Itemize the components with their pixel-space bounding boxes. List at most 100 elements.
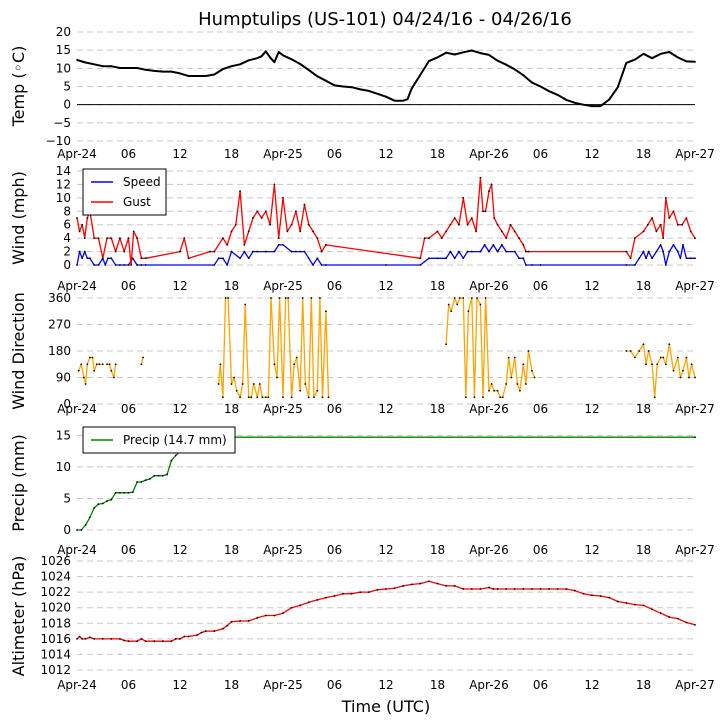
speed-point: [93, 264, 96, 266]
gust-point: [277, 237, 280, 240]
wind-direction-point: [106, 363, 108, 366]
y-tick-label: 0: [63, 523, 71, 537]
gust-point: [655, 230, 658, 233]
altimeter-point: [367, 591, 370, 594]
altimeter-point: [565, 588, 568, 590]
y-tick-label: 360: [48, 291, 71, 305]
panel-temperature: −10 −5 0 5 10 15 20 Apr-24 06 12 18 Apr-25 06 12 18 Apr…: [9, 25, 715, 161]
precip-14-7-mm-point: [106, 500, 108, 502]
altimeter-point: [273, 614, 276, 617]
gust-point: [484, 210, 487, 213]
temp-point: [204, 75, 207, 77]
wind-direction-point: [668, 343, 671, 346]
speed-point: [488, 250, 490, 253]
wind-direction-point: [450, 310, 453, 313]
x-tick-label: 18: [430, 543, 445, 557]
gust-point: [436, 230, 439, 233]
speed-point: [462, 257, 465, 260]
temp-point: [239, 63, 241, 66]
legend-label: Gust: [123, 195, 151, 209]
gust-point: [123, 250, 126, 253]
speed-point: [136, 264, 138, 266]
altimeter-point: [642, 604, 645, 607]
speed-point: [256, 250, 259, 253]
x-tick-label: 18: [224, 402, 239, 416]
y-tick-label: 10: [56, 460, 71, 474]
x-tick-label: 18: [430, 678, 445, 692]
y-tick-label: 270: [48, 318, 71, 332]
x-tick-label: 18: [636, 678, 651, 692]
wind-direction-point: [278, 297, 281, 299]
temp-point: [582, 103, 585, 106]
y-tick-label: 8: [63, 204, 71, 218]
speed-point: [458, 250, 460, 253]
temp-point: [277, 51, 280, 53]
x-tick-label: Apr-27: [675, 147, 715, 161]
temp-point: [651, 57, 653, 60]
speed-point: [320, 264, 323, 266]
temp-point: [436, 56, 439, 59]
wind-direction-point: [319, 297, 321, 299]
temp-point: [299, 63, 302, 65]
x-tick-label: Apr-27: [675, 543, 715, 557]
precip-14-7-mm-point: [144, 479, 147, 482]
y-tick-label: 1016: [40, 632, 71, 646]
wind-direction-point: [651, 363, 653, 366]
x-tick-label: 12: [172, 147, 187, 161]
temp-point: [393, 99, 396, 102]
x-tick-label: 12: [584, 147, 599, 161]
wind-direction-point: [222, 396, 224, 399]
x-tick-label: 06: [327, 279, 342, 293]
altimeter-point: [402, 585, 405, 587]
wind-direction-point: [140, 363, 143, 366]
x-tick-label: 06: [121, 543, 136, 557]
speed-point: [625, 264, 628, 266]
wind-direction-point: [470, 297, 473, 299]
wind-direction-line: [140, 357, 144, 365]
y-axis-label: Wind Direction: [9, 292, 28, 410]
temp-point: [359, 88, 362, 91]
altimeter-point: [136, 640, 138, 643]
temp-point: [462, 51, 465, 54]
temp-point: [282, 54, 284, 57]
gust-point: [325, 243, 327, 246]
wind-direction-point: [453, 297, 456, 299]
wind-direction-point: [482, 396, 484, 399]
wind-direction-point: [467, 310, 470, 313]
speed-point: [239, 257, 241, 260]
altimeter-point: [625, 602, 628, 604]
wind-direction-point: [301, 297, 304, 299]
gust-point: [505, 237, 508, 240]
wind-direction-line: [445, 297, 536, 398]
x-tick-label: 12: [378, 402, 393, 416]
x-tick-label: 18: [224, 147, 239, 161]
temp-point: [659, 52, 662, 55]
wind-direction-point: [488, 389, 490, 392]
gust-point: [290, 223, 293, 226]
wind-direction-point: [642, 343, 645, 346]
wind-direction-point: [458, 297, 461, 299]
speed-point: [518, 257, 520, 260]
x-tick-label: 18: [636, 402, 651, 416]
x-tick-label: 12: [172, 678, 187, 692]
altimeter-point: [350, 592, 353, 595]
altimeter-point: [385, 588, 387, 590]
speed-point: [325, 264, 327, 266]
temp-point: [350, 86, 353, 89]
speed-point: [655, 250, 658, 253]
y-tick-label: 10: [56, 61, 71, 75]
gust-point: [423, 237, 426, 240]
temp-point: [406, 98, 409, 101]
wind-direction-point: [629, 350, 632, 352]
temp-point: [642, 52, 645, 55]
speed-point: [445, 257, 447, 260]
x-tick-label: 18: [224, 543, 239, 557]
x-tick-label: 12: [584, 279, 599, 293]
temp-point: [419, 73, 422, 76]
altimeter-point: [226, 624, 229, 627]
gust-point: [183, 237, 186, 240]
wind-direction-point: [516, 383, 519, 385]
speed-point: [449, 250, 452, 253]
speed-point: [144, 264, 147, 266]
